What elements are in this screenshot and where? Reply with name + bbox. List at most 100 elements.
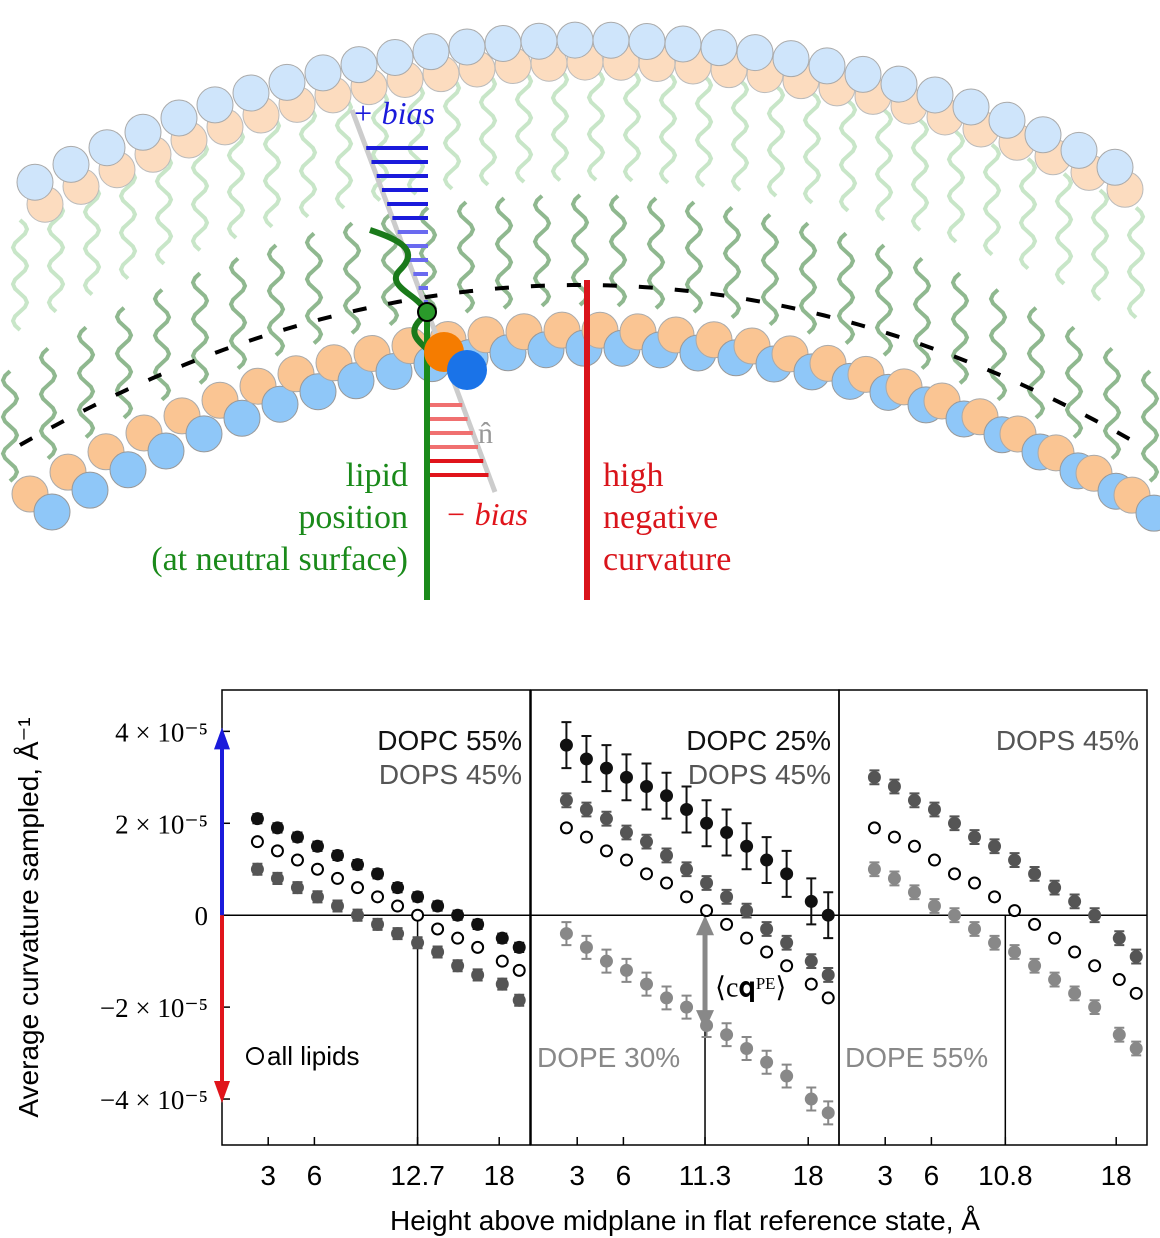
data-point (1112, 1028, 1126, 1042)
x-tick-label: 11.3 (679, 1160, 731, 1191)
data-point (250, 812, 264, 826)
tail (304, 231, 324, 345)
tail (1102, 346, 1122, 460)
data-point (1008, 853, 1022, 867)
data-point (1088, 1000, 1102, 1014)
head (147, 432, 185, 470)
head (1060, 131, 1098, 169)
lipid-label: (at neutral surface) (151, 541, 408, 578)
tail (342, 221, 362, 335)
data-point (907, 793, 921, 807)
data-point (391, 899, 405, 913)
tail (152, 288, 172, 402)
data-point (431, 899, 445, 913)
head (520, 22, 558, 60)
head (71, 471, 109, 509)
head (299, 373, 337, 411)
data-point (1008, 904, 1022, 918)
data-point (720, 825, 734, 839)
data-point (559, 738, 573, 752)
data-point (988, 936, 1002, 950)
data-point (1129, 986, 1143, 1000)
data-point (907, 885, 921, 899)
data-point (780, 936, 794, 950)
data-point (310, 890, 324, 904)
tail (190, 271, 210, 385)
tail (874, 108, 894, 222)
y-tick-label: −2 × 10⁻⁵ (100, 993, 208, 1023)
data-point (760, 945, 774, 959)
data-point (1068, 894, 1082, 908)
data-point (700, 1019, 714, 1033)
data-point (351, 908, 365, 922)
series-label: DOPS 45% (688, 759, 831, 790)
data-point (1048, 973, 1062, 987)
data-point (780, 1069, 794, 1083)
head (268, 63, 306, 101)
lipid-label: lipid (346, 457, 408, 494)
data-point (270, 821, 284, 835)
data-point (948, 867, 961, 881)
data-point (331, 899, 344, 913)
y-tick-label: 0 (195, 901, 209, 931)
tail (1064, 325, 1084, 439)
curvature-label: negative (603, 499, 718, 536)
head (185, 415, 223, 453)
data-point (640, 835, 653, 849)
data-point (867, 862, 881, 876)
tail (694, 74, 714, 188)
tail (684, 200, 704, 314)
x-tick-label: 6 (924, 1160, 940, 1191)
head (448, 28, 486, 66)
x-tick-label: 10.8 (978, 1160, 1033, 1191)
head (52, 145, 90, 183)
legend-marker (246, 1047, 264, 1065)
head (1135, 494, 1160, 532)
annotation-label: ⟨c𝐪ᴾᴱ⟩ (715, 973, 786, 1004)
tail (532, 194, 552, 308)
tail (838, 99, 858, 213)
data-point (310, 862, 324, 876)
head (88, 129, 126, 167)
head (376, 39, 414, 77)
tail (154, 152, 174, 266)
head (484, 24, 522, 62)
data-point (351, 858, 365, 872)
normal-axis (349, 109, 498, 493)
x-tick-label: 3 (260, 1160, 276, 1191)
tail (266, 243, 286, 357)
data-point (579, 802, 593, 816)
tail (380, 213, 400, 327)
data-point (331, 871, 344, 885)
lipid-head (447, 350, 487, 390)
data-point (270, 871, 284, 885)
tail (798, 221, 818, 335)
head (1024, 116, 1062, 154)
data-point (431, 945, 445, 959)
head (628, 23, 666, 60)
tail (114, 306, 134, 420)
data-point (512, 993, 526, 1007)
data-point (495, 931, 509, 945)
curvature-label: high (603, 457, 663, 494)
tail (646, 196, 666, 310)
x-tick-label: 6 (307, 1160, 323, 1191)
data-point (740, 904, 754, 918)
data-point (290, 881, 304, 895)
head (700, 29, 738, 67)
data-point (1088, 959, 1102, 973)
data-point (471, 917, 485, 931)
data-point (512, 963, 526, 977)
data-point (1112, 931, 1126, 945)
data-point (780, 959, 794, 973)
tail (262, 115, 282, 229)
x-tick-label: 6 (616, 1160, 632, 1191)
series-label: DOPS 45% (996, 725, 1139, 756)
data-point (740, 931, 754, 945)
data-point (927, 802, 941, 816)
data-point (1048, 931, 1062, 945)
tail (1090, 188, 1110, 302)
data-point (619, 825, 633, 839)
data-point (640, 780, 653, 794)
